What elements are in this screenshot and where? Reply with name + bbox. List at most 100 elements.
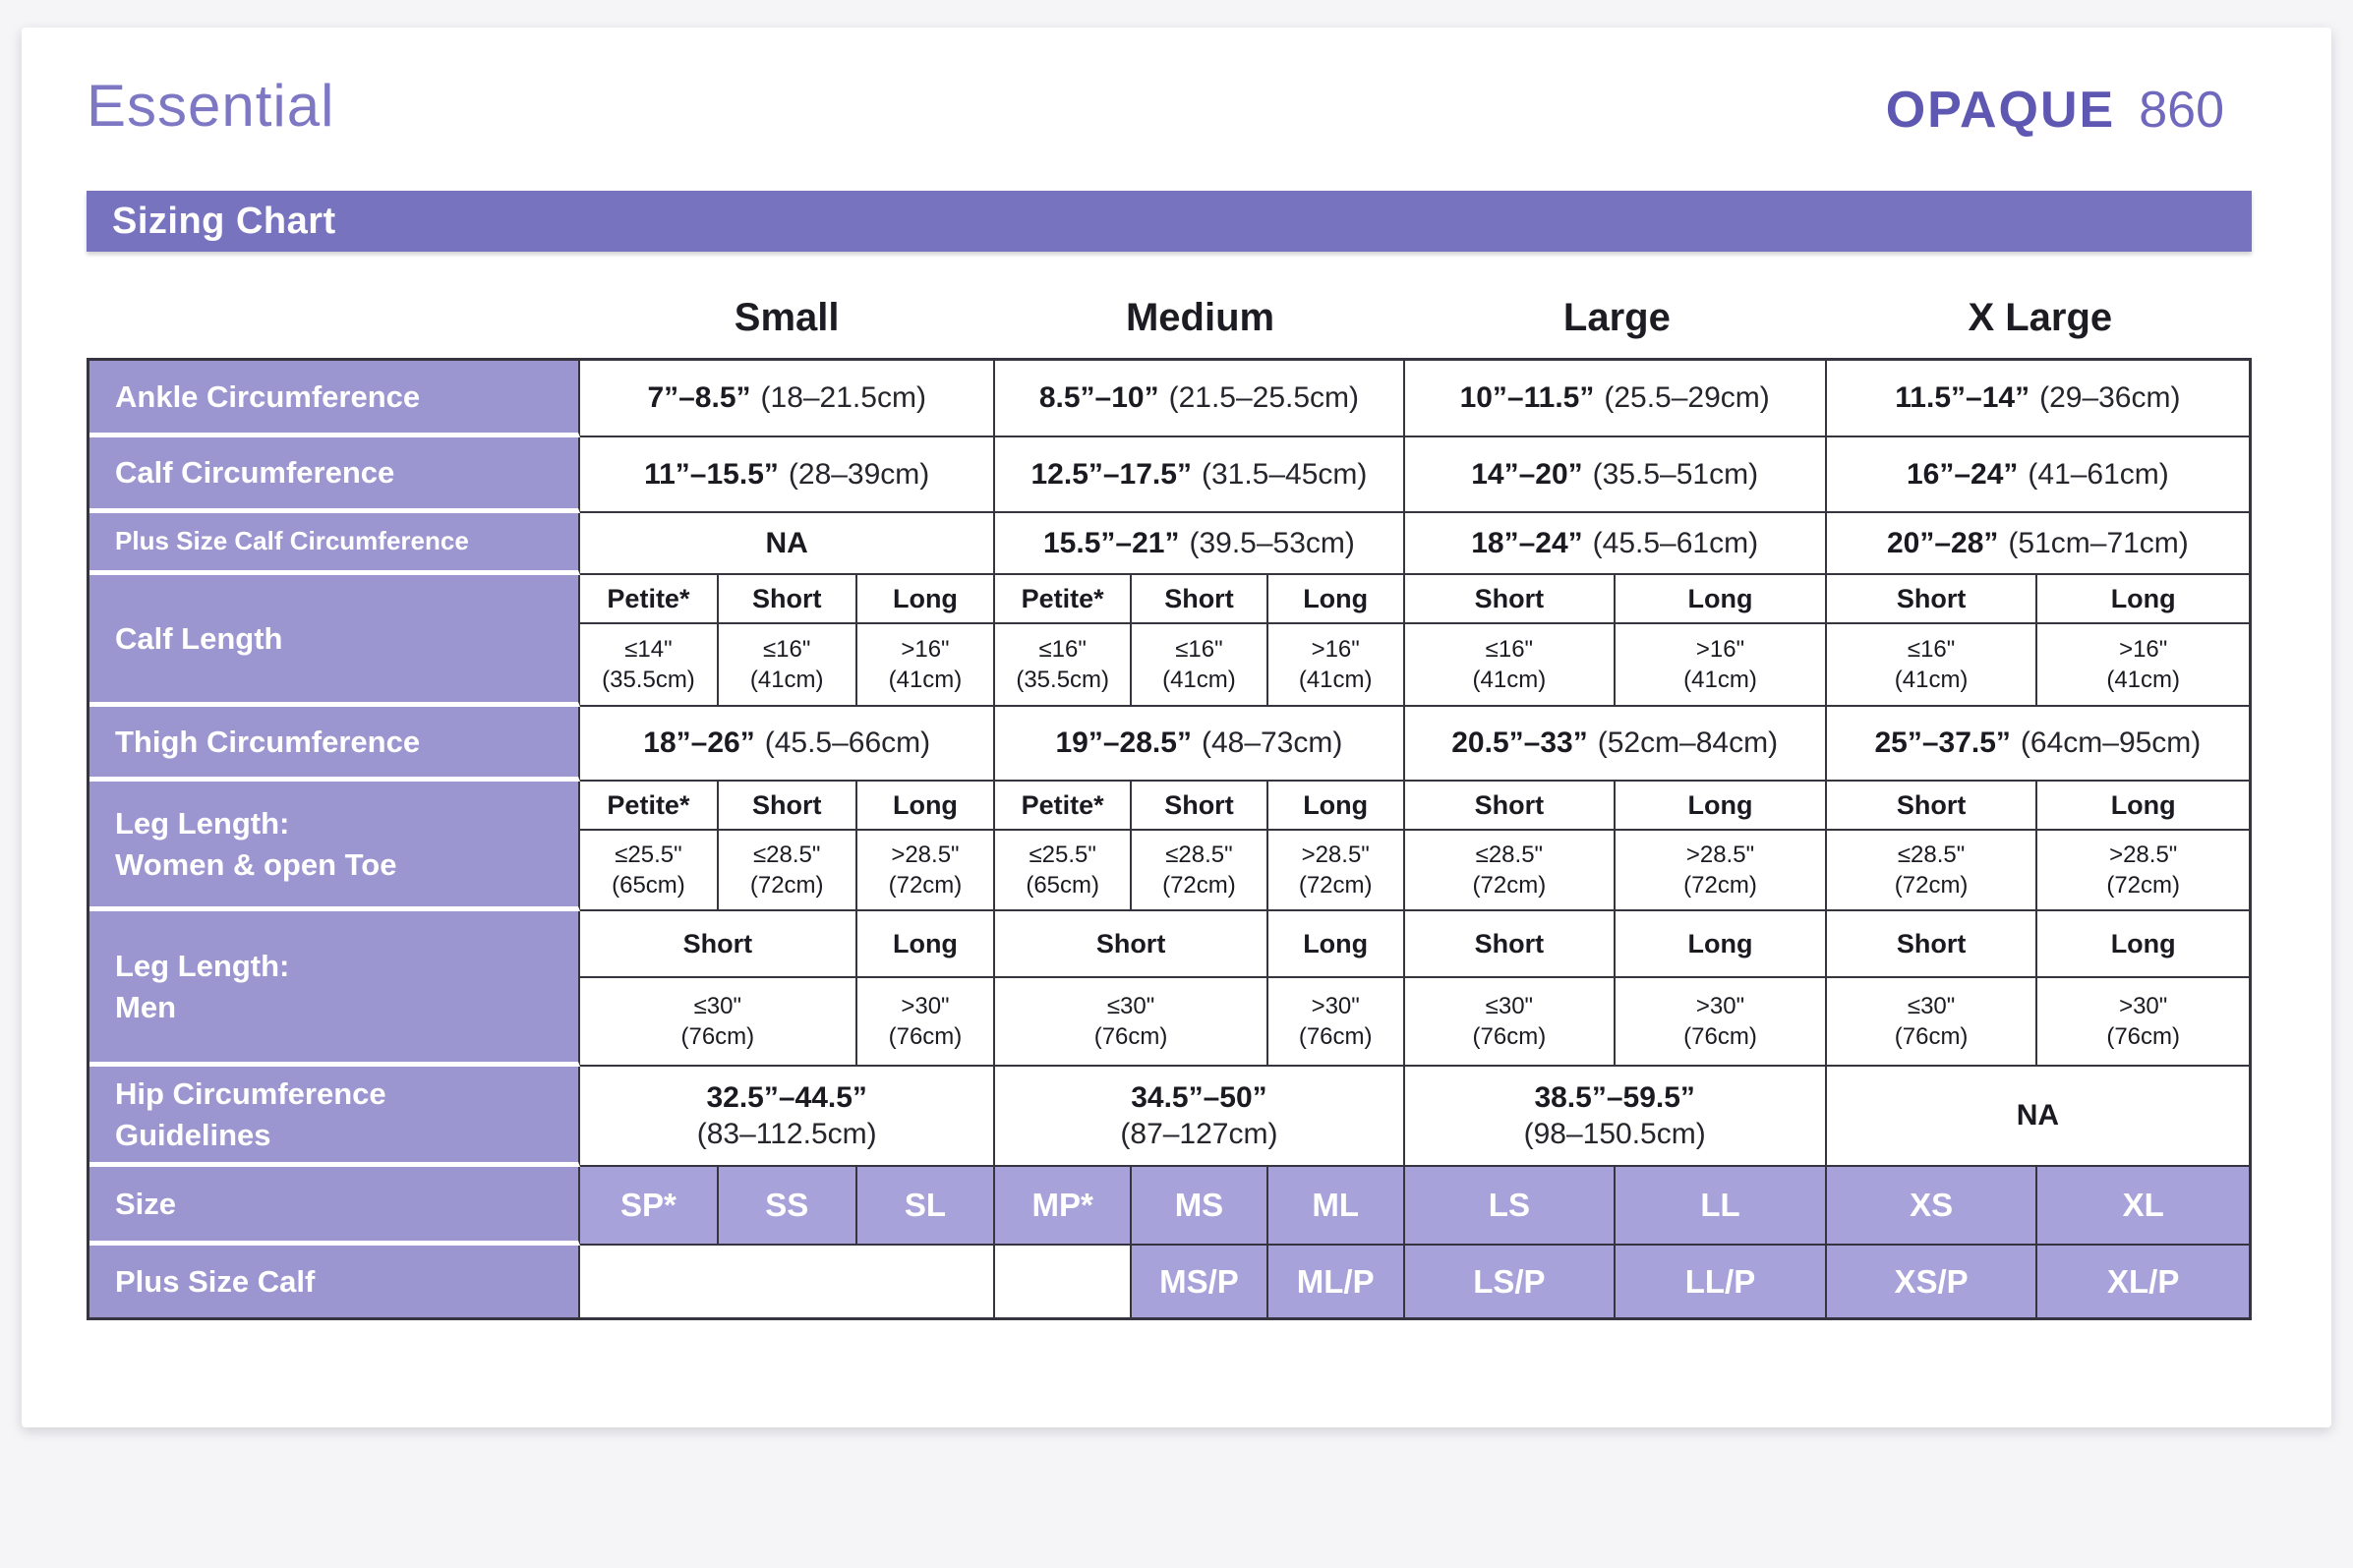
- leg-women-small-petite: ≤25.5" (65cm): [580, 831, 719, 911]
- range-text: 16”–24”: [1906, 457, 2019, 491]
- size-code-xsp: XS/P: [1826, 1246, 2038, 1317]
- size-code-ll: LL: [1616, 1167, 1827, 1246]
- plus-calf-circ-xlarge: 20”–28” (51cm–71cm): [1826, 513, 2249, 575]
- range-text: 14”–20”: [1471, 457, 1583, 491]
- metric-text: (25.5–29cm): [1604, 381, 1770, 414]
- size-code-ml: ML: [1267, 1167, 1405, 1246]
- calf-length-header-xlarge-long: Long: [2037, 575, 2249, 624]
- size-code-ms: MS: [1132, 1167, 1268, 1246]
- header-bar: Essential OPAQUE 860: [87, 67, 2252, 139]
- range-text: 15.5”–21”: [1043, 526, 1180, 559]
- calf-large: 14”–20” (35.5–51cm): [1404, 437, 1827, 513]
- flyer-content: Essential OPAQUE 860 Sizing Chart Small …: [87, 28, 2252, 1320]
- range-text: NA: [2016, 1099, 2060, 1132]
- range-text: NA: [765, 526, 808, 559]
- range-text: 20”–28”: [1886, 526, 1999, 559]
- label-text: Leg Length:: [115, 948, 290, 983]
- range-text: 19”–28.5”: [1055, 726, 1192, 759]
- plus-calf-circ-large: 18”–24” (45.5–61cm): [1404, 513, 1827, 575]
- calf-length-medium-long: >16" (41cm): [1267, 624, 1405, 707]
- calf-length-header-large-long: Long: [1616, 575, 1827, 624]
- size-code-llp: LL/P: [1616, 1246, 1827, 1317]
- flyer-card: Essential OPAQUE 860 Sizing Chart Small …: [22, 28, 2331, 1427]
- thigh-large: 20.5”–33” (52cm–84cm): [1404, 707, 1827, 782]
- metric-text: (51cm–71cm): [2008, 526, 2189, 559]
- hip-medium: 34.5”–50” (87–127cm): [995, 1067, 1405, 1167]
- size-column-headers: Small Medium Large X Large: [87, 289, 2252, 346]
- calf-length-small-petite: ≤14" (35.5cm): [580, 624, 719, 707]
- calf-length-small-long: >16" (41cm): [856, 624, 996, 707]
- range-text: 38.5”–59.5”: [1534, 1080, 1695, 1114]
- range-text: 20.5”–33”: [1451, 726, 1588, 759]
- hip-large: 38.5”–59.5” (98–150.5cm): [1404, 1067, 1827, 1167]
- size-code-msp: MS/P: [1132, 1246, 1268, 1317]
- row-label-plus-size-calf-circumference: Plus Size Calf Circumference: [89, 513, 581, 575]
- plus-calf-circ-small: NA: [580, 513, 996, 575]
- size-code-xlp: XL/P: [2037, 1246, 2249, 1317]
- label-text: Leg Length:: [115, 805, 290, 841]
- metric-text: (18–21.5cm): [760, 381, 926, 414]
- leg-men-header-small-short: Short: [580, 911, 857, 978]
- label-text: Women & open Toe: [115, 846, 397, 882]
- product-line-title: Essential: [87, 73, 335, 139]
- thigh-medium: 19”–28.5” (48–73cm): [995, 707, 1405, 782]
- column-header-xlarge: X Large: [1968, 295, 2113, 339]
- brand-name: OPAQUE: [1885, 82, 2116, 139]
- range-text: 18”–24”: [1471, 526, 1583, 559]
- size-code-sp: SP*: [580, 1167, 719, 1246]
- metric-text: (39.5–53cm): [1189, 526, 1355, 559]
- calf-length-header-medium-long: Long: [1267, 575, 1405, 624]
- range-text: 8.5”–10”: [1038, 381, 1159, 414]
- label-text: Plus Size Calf: [115, 1263, 316, 1299]
- metric-text: (31.5–45cm): [1201, 457, 1368, 491]
- calf-xlarge: 16”–24” (41–61cm): [1826, 437, 2249, 513]
- calf-length-header-medium-short: Short: [1132, 575, 1268, 624]
- size-code-lsp: LS/P: [1404, 1246, 1617, 1317]
- title-banner: Sizing Chart: [87, 191, 2252, 252]
- label-text: Calf Length: [115, 620, 283, 656]
- leg-women-medium-short: ≤28.5" (72cm): [1132, 831, 1268, 911]
- leg-women-large-short: ≤28.5" (72cm): [1404, 831, 1617, 911]
- calf-length-small-short: ≤16" (41cm): [718, 624, 857, 707]
- label-text: Calf Circumference: [115, 455, 395, 491]
- leg-women-header-small-petite: Petite*: [580, 782, 719, 831]
- range-text: 34.5”–50”: [1131, 1080, 1267, 1114]
- calf-length-medium-petite: ≤16" (35.5cm): [995, 624, 1133, 707]
- metric-text: (21.5–25.5cm): [1168, 381, 1360, 414]
- calf-length-header-medium-petite: Petite*: [995, 575, 1133, 624]
- calf-length-header-small-short: Short: [718, 575, 857, 624]
- leg-men-xlarge-long: >30" (76cm): [2037, 978, 2249, 1067]
- label-text: Size: [115, 1186, 177, 1221]
- calf-length-medium-short: ≤16" (41cm): [1132, 624, 1268, 707]
- brand-logo: OPAQUE 860: [1886, 85, 2252, 136]
- range-text: 11”–15.5”: [644, 457, 779, 491]
- size-code-ls: LS: [1404, 1167, 1617, 1246]
- calf-small: 11”–15.5” (28–39cm): [580, 437, 996, 513]
- label-text: Thigh Circumference: [115, 724, 421, 759]
- column-header-spacer: [87, 289, 578, 346]
- size-code-xl: XL: [2037, 1167, 2249, 1246]
- metric-text: (28–39cm): [788, 457, 930, 491]
- leg-men-xlarge-short: ≤30" (76cm): [1826, 978, 2038, 1067]
- leg-women-header-medium-petite: Petite*: [995, 782, 1133, 831]
- metric-text: (52cm–84cm): [1597, 726, 1779, 759]
- size-code-sl: SL: [856, 1167, 996, 1246]
- leg-women-header-large-long: Long: [1616, 782, 1827, 831]
- leg-women-header-xlarge-long: Long: [2037, 782, 2249, 831]
- metric-text: (45.5–61cm): [1592, 526, 1759, 559]
- row-label-ankle-circumference: Ankle Circumference: [89, 361, 581, 437]
- ankle-large: 10”–11.5” (25.5–29cm): [1404, 361, 1827, 437]
- row-label-size: Size: [89, 1167, 581, 1246]
- hip-small: 32.5”–44.5” (83–112.5cm): [580, 1067, 996, 1167]
- row-label-leg-length-women: Leg Length: Women & open Toe: [89, 782, 581, 911]
- leg-women-header-small-long: Long: [856, 782, 996, 831]
- calf-length-xlarge-short: ≤16" (41cm): [1826, 624, 2038, 707]
- metric-text: (41–61cm): [2028, 457, 2169, 491]
- leg-men-header-medium-short: Short: [995, 911, 1268, 978]
- column-header-large: Large: [1562, 295, 1671, 339]
- leg-women-medium-long: >28.5" (72cm): [1267, 831, 1405, 911]
- calf-length-large-long: >16" (41cm): [1616, 624, 1827, 707]
- size-code-mlp: ML/P: [1267, 1246, 1405, 1317]
- calf-length-xlarge-long: >16" (41cm): [2037, 624, 2249, 707]
- metric-text: (87–127cm): [1120, 1117, 1278, 1150]
